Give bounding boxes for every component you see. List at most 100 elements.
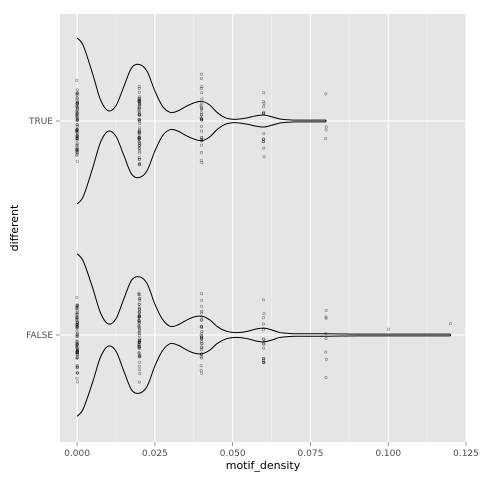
data-point bbox=[75, 304, 79, 308]
data-point bbox=[75, 303, 79, 307]
data-point bbox=[262, 357, 266, 361]
data-point bbox=[137, 310, 141, 314]
data-point bbox=[75, 128, 79, 132]
data-point bbox=[138, 346, 142, 350]
data-point bbox=[75, 113, 79, 117]
data-point bbox=[137, 143, 141, 147]
data-point bbox=[138, 327, 142, 331]
data-point bbox=[138, 360, 142, 364]
data-point bbox=[75, 380, 79, 384]
data-point bbox=[138, 113, 142, 117]
data-point bbox=[75, 324, 79, 328]
data-point bbox=[75, 143, 79, 147]
data-point bbox=[138, 298, 142, 302]
data-point bbox=[75, 342, 79, 346]
data-point bbox=[75, 135, 79, 139]
data-point bbox=[75, 350, 79, 354]
data-point bbox=[138, 144, 142, 148]
data-points bbox=[75, 72, 452, 384]
data-point bbox=[75, 136, 79, 140]
data-point bbox=[75, 104, 79, 108]
data-point bbox=[199, 111, 203, 115]
data-point bbox=[75, 131, 79, 135]
data-point bbox=[262, 337, 266, 341]
violin-outline-upper bbox=[76, 37, 326, 121]
data-point bbox=[75, 134, 79, 138]
data-point bbox=[138, 307, 142, 311]
data-point bbox=[137, 131, 141, 135]
data-point bbox=[137, 310, 141, 314]
data-point bbox=[75, 350, 79, 354]
data-point bbox=[200, 342, 204, 346]
data-point bbox=[199, 86, 203, 90]
data-point bbox=[137, 345, 141, 349]
data-point bbox=[75, 106, 79, 110]
data-point bbox=[75, 349, 79, 353]
data-point bbox=[75, 92, 79, 96]
data-point bbox=[199, 325, 203, 329]
y-tick-label: FALSE bbox=[26, 331, 53, 341]
data-point bbox=[138, 372, 142, 376]
data-point bbox=[75, 349, 79, 353]
data-point bbox=[137, 315, 141, 319]
data-point bbox=[75, 295, 79, 299]
data-point bbox=[75, 316, 79, 320]
data-point bbox=[200, 97, 204, 101]
data-point bbox=[261, 360, 265, 364]
data-point bbox=[200, 136, 204, 140]
data-point bbox=[137, 291, 141, 295]
data-point bbox=[75, 93, 79, 97]
data-point bbox=[137, 126, 141, 130]
data-point bbox=[75, 323, 79, 327]
data-point bbox=[75, 351, 79, 355]
data-point bbox=[75, 371, 79, 375]
data-point bbox=[138, 339, 142, 343]
data-point bbox=[75, 349, 79, 353]
data-point bbox=[137, 84, 141, 88]
data-point bbox=[137, 99, 141, 103]
data-point bbox=[137, 117, 141, 121]
data-point bbox=[137, 329, 141, 333]
x-tick-label: 0.100 bbox=[375, 449, 401, 459]
data-point bbox=[75, 159, 79, 163]
x-tick-label: 0.025 bbox=[142, 449, 168, 459]
data-point bbox=[75, 148, 79, 152]
data-point bbox=[75, 109, 79, 113]
data-point bbox=[75, 326, 79, 330]
data-point bbox=[138, 103, 142, 107]
data-point bbox=[75, 130, 79, 134]
data-point bbox=[200, 124, 204, 128]
data-point bbox=[200, 117, 204, 121]
data-point bbox=[75, 339, 79, 343]
y-axis: TRUE FALSE bbox=[26, 117, 60, 341]
data-point bbox=[75, 108, 79, 112]
data-point bbox=[199, 355, 203, 359]
data-point bbox=[261, 111, 265, 115]
data-point bbox=[75, 133, 79, 137]
data-point bbox=[75, 138, 79, 142]
data-point bbox=[262, 100, 266, 104]
data-point bbox=[261, 357, 265, 361]
data-point bbox=[324, 128, 328, 132]
data-point bbox=[138, 98, 142, 102]
data-point bbox=[138, 131, 142, 135]
data-point bbox=[138, 100, 142, 104]
data-point bbox=[138, 315, 142, 319]
data-point bbox=[75, 104, 79, 108]
data-point bbox=[75, 152, 79, 156]
data-point bbox=[262, 361, 266, 365]
data-point bbox=[200, 336, 204, 340]
data-point bbox=[200, 335, 204, 339]
data-point bbox=[138, 102, 142, 106]
data-point bbox=[262, 360, 266, 364]
data-point bbox=[200, 318, 204, 322]
data-point bbox=[75, 147, 79, 151]
data-point bbox=[137, 292, 141, 296]
data-point bbox=[138, 355, 142, 359]
data-point bbox=[137, 302, 141, 306]
data-point bbox=[75, 137, 79, 141]
data-point bbox=[75, 118, 79, 122]
violin-outline-lower bbox=[76, 121, 326, 205]
data-point bbox=[137, 155, 141, 159]
data-point bbox=[137, 340, 141, 344]
